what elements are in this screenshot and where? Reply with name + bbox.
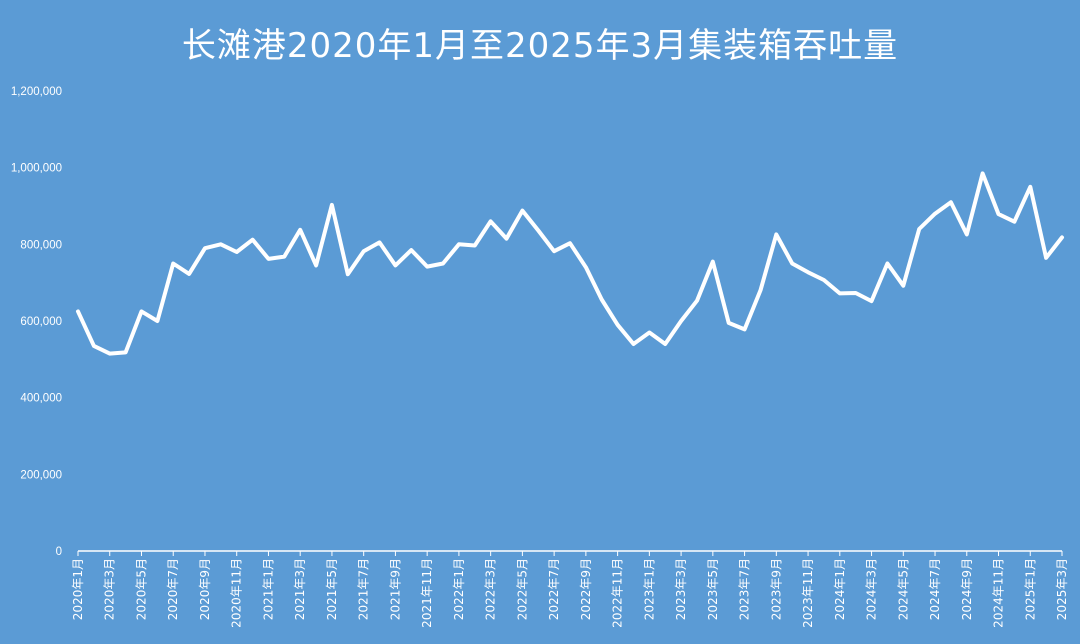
x-tick-label: 2023年11月 [801, 558, 815, 628]
x-tick-label: 2021年5月 [325, 558, 339, 620]
x-tick-label: 2022年5月 [515, 558, 529, 620]
drop-lines [77, 173, 1063, 551]
x-tick-label: 2023年5月 [706, 558, 720, 620]
x-tick-label: 2022年7月 [547, 558, 561, 620]
x-tick-label: 2020年9月 [198, 558, 212, 620]
y-axis-ticks: 0 200,000 400,000 600,000 800,000 1,000,000 1,… [11, 86, 62, 558]
x-axis-ticks: 2020年1月 2020年3月 2020年5月 2020年7月 2020年9月 2020年… [71, 551, 1069, 628]
x-tick-label: 2022年9月 [579, 558, 593, 620]
x-tick-label: 2020年1月 [71, 558, 85, 620]
x-tick-label: 2025年3月 [1055, 558, 1069, 620]
x-tick-label: 2020年5月 [134, 558, 148, 620]
x-tick-label: 2024年11月 [992, 558, 1006, 628]
series-line [76, 171, 1064, 356]
y-tick-label: 600,000 [20, 316, 62, 328]
x-tick-label: 2025年1月 [1023, 558, 1037, 620]
y-tick-label: 1,200,000 [11, 86, 62, 98]
x-tick-label: 2023年7月 [738, 558, 752, 620]
x-tick-label: 2024年1月 [833, 558, 847, 620]
x-tick-label: 2022年3月 [484, 558, 498, 620]
x-tick-label: 2024年7月 [928, 558, 942, 620]
x-tick-label: 2024年3月 [865, 558, 879, 620]
y-tick-label: 0 [56, 546, 62, 558]
x-tick-label: 2022年1月 [452, 558, 466, 620]
y-tick-label: 400,000 [20, 393, 62, 405]
x-tick-label: 2023年1月 [642, 558, 656, 620]
x-tick-label: 2024年9月 [960, 558, 974, 620]
y-tick-label: 1,000,000 [11, 163, 62, 175]
x-tick-label: 2021年1月 [261, 558, 275, 620]
x-tick-label: 2020年7月 [166, 558, 180, 620]
chart-title: 长滩港2020年1月至2025年3月集装箱吞吐量 [181, 26, 899, 66]
x-tick-label: 2020年11月 [230, 558, 244, 628]
y-tick-label: 800,000 [20, 239, 62, 251]
x-tick-label: 2023年9月 [769, 558, 783, 620]
x-tick-label: 2023年3月 [674, 558, 688, 620]
x-tick-label: 2021年3月 [293, 558, 307, 620]
x-tick-label: 2024年5月 [896, 558, 910, 620]
x-tick-label: 2021年9月 [388, 558, 402, 620]
y-tick-label: 200,000 [20, 469, 62, 481]
x-tick-label: 2020年3月 [103, 558, 117, 620]
x-tick-label: 2022年11月 [611, 558, 625, 628]
x-tick-label: 2021年7月 [357, 558, 371, 620]
x-tick-label: 2021年11月 [420, 558, 434, 628]
